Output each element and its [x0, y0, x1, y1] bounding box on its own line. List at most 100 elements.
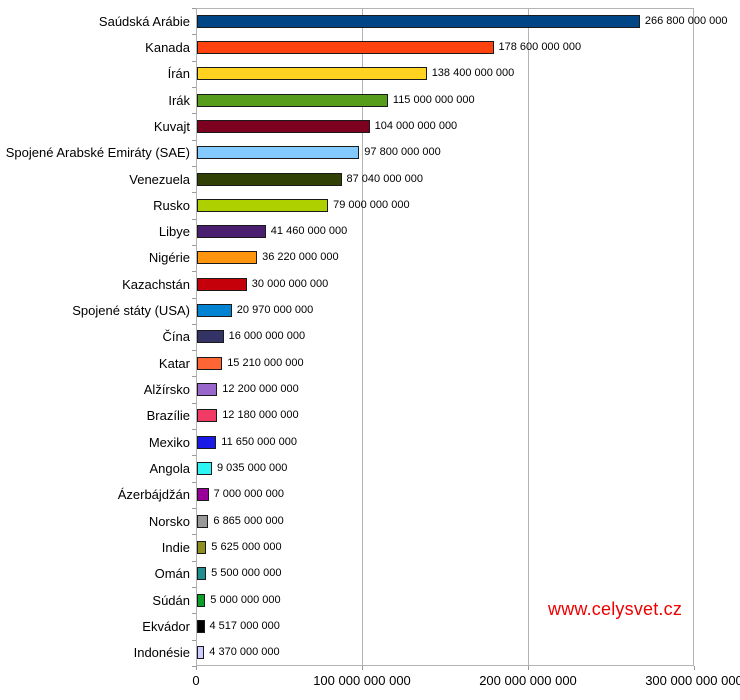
- category-label: Venezuela: [129, 171, 190, 187]
- bar-track: 4 517 000 000: [196, 613, 740, 639]
- category-label: Spojené státy (USA): [72, 303, 190, 319]
- bar-row: Ázerbájdžán 7 000 000 000: [0, 482, 740, 508]
- bar-row: Kuvajt 104 000 000 000: [0, 113, 740, 139]
- bar: [197, 461, 212, 475]
- bar-row: Nigérie 36 220 000 000: [0, 245, 740, 271]
- bar-track: 5 625 000 000: [196, 534, 740, 560]
- bar-track: 41 460 000 000: [196, 219, 740, 245]
- value-label: 87 040 000 000: [346, 172, 423, 185]
- category-label: Irák: [168, 92, 190, 108]
- category-label: Spojené Arabské Emiráty (SAE): [5, 145, 190, 161]
- bar: [197, 488, 209, 502]
- category-label: Mexiko: [148, 434, 190, 450]
- bar: [197, 277, 247, 291]
- bar-row: Brazílie 12 180 000 000: [0, 403, 740, 429]
- bar-track: 20 970 000 000: [196, 297, 740, 323]
- bar: [197, 646, 205, 660]
- bar-row: Spojené Arabské Emiráty (SAE) 97 800 000 …: [0, 140, 740, 166]
- y-axis-tick: [192, 376, 196, 378]
- category-label: Norsko: [148, 513, 190, 529]
- value-label: 178 600 000 000: [498, 40, 582, 53]
- bar: [197, 409, 218, 423]
- value-label: 5 625 000 000: [211, 540, 282, 553]
- bar-track: 7 000 000 000: [196, 482, 740, 508]
- y-axis-tick: [192, 192, 196, 194]
- bar-track: 138 400 000 000: [196, 61, 740, 87]
- x-axis-tick-label: 100 000 000 000: [313, 673, 411, 688]
- x-axis-tick: [196, 666, 197, 670]
- bar: [197, 251, 258, 265]
- bar-track: 9 035 000 000: [196, 455, 740, 481]
- y-axis-tick: [192, 218, 196, 220]
- category-label: Súdán: [152, 592, 190, 608]
- bar-track: 87 040 000 000: [196, 166, 740, 192]
- bar-row: Venezuela 87 040 000 000: [0, 166, 740, 192]
- bar-track: 178 600 000 000: [196, 34, 740, 60]
- bar-row: Ekvádor 4 517 000 000: [0, 613, 740, 639]
- value-label: 11 650 000 000: [221, 435, 297, 448]
- bar: [197, 198, 329, 212]
- value-label: 7 000 000 000: [213, 488, 284, 501]
- y-axis-tick: [192, 481, 196, 483]
- category-label: Kazachstán: [122, 276, 190, 292]
- value-label: 12 200 000 000: [222, 383, 299, 396]
- y-axis-tick: [192, 60, 196, 62]
- category-label: Írán: [167, 66, 190, 82]
- bar-track: 104 000 000 000: [196, 113, 740, 139]
- bar-track: 16 000 000 000: [196, 324, 740, 350]
- y-axis-tick: [192, 244, 196, 246]
- bar: [197, 93, 388, 107]
- bar-track: 6 865 000 000: [196, 508, 740, 534]
- x-axis-tick: [528, 666, 529, 670]
- value-label: 5 000 000 000: [210, 593, 281, 606]
- y-axis-tick: [192, 508, 196, 510]
- bar-track: 11 650 000 000: [196, 429, 740, 455]
- value-label: 12 180 000 000: [222, 409, 299, 422]
- y-axis-tick: [192, 455, 196, 457]
- bar: [197, 304, 232, 318]
- y-axis-tick: [192, 666, 196, 667]
- y-axis-tick: [192, 350, 196, 352]
- bar-row: Írán 138 400 000 000: [0, 61, 740, 87]
- bar: [197, 435, 217, 449]
- value-label: 5 500 000 000: [211, 567, 282, 580]
- bar-row: Čína 16 000 000 000: [0, 324, 740, 350]
- bar-row: Angola 9 035 000 000: [0, 455, 740, 481]
- bar: [197, 225, 266, 239]
- value-label: 4 517 000 000: [209, 619, 280, 632]
- bar-row: Mexiko 11 650 000 000: [0, 429, 740, 455]
- y-axis-tick: [192, 34, 196, 36]
- bar-row: Saúdská Arábie 266 800 000 000: [0, 8, 740, 34]
- y-axis-tick: [192, 86, 196, 88]
- y-axis-tick: [192, 8, 196, 9]
- value-label: 16 000 000 000: [228, 330, 306, 343]
- value-label: 79 000 000 000: [333, 198, 410, 211]
- bar: [197, 146, 360, 160]
- category-label: Katar: [158, 355, 190, 371]
- bar-row: Indonésie 4 370 000 000: [0, 640, 740, 666]
- value-label: 266 800 000 000: [644, 14, 728, 27]
- category-label: Brazílie: [146, 408, 190, 424]
- bar: [197, 330, 224, 344]
- x-axis-tick: [362, 666, 363, 670]
- bar-row: Alžírsko 12 200 000 000: [0, 376, 740, 402]
- bar-track: 15 210 000 000: [196, 350, 740, 376]
- bar-track: 12 180 000 000: [196, 403, 740, 429]
- value-label: 36 220 000 000: [262, 251, 339, 264]
- category-label: Rusko: [153, 197, 190, 213]
- bar: [197, 619, 205, 633]
- y-axis-tick: [192, 271, 196, 273]
- y-axis-tick: [192, 113, 196, 115]
- category-label: Ekvádor: [142, 618, 190, 634]
- y-axis-tick: [192, 587, 196, 589]
- value-label: 104 000 000 000: [374, 119, 458, 132]
- bar: [197, 40, 494, 54]
- value-label: 4 370 000 000: [209, 646, 280, 659]
- watermark-text: www.celysvet.cz: [548, 599, 683, 619]
- bar-row: Súdán 5 000 000 000: [0, 587, 740, 613]
- y-axis-tick: [192, 402, 196, 404]
- y-axis-tick: [192, 613, 196, 615]
- bar: [197, 119, 370, 133]
- x-axis-tick-label: 0: [192, 673, 200, 688]
- category-label: Kanada: [145, 39, 190, 55]
